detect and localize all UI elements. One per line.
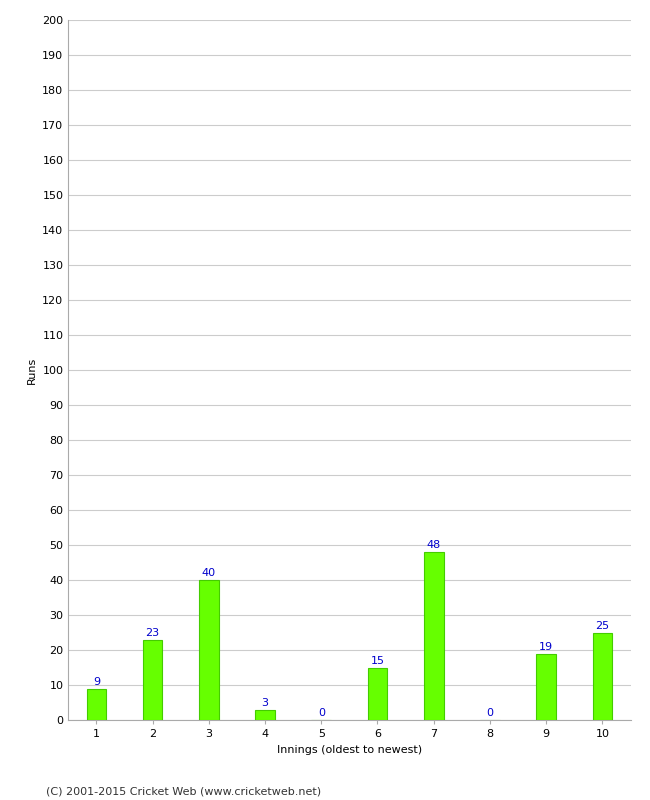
Text: 19: 19 [539, 642, 553, 652]
Bar [536, 654, 556, 720]
Text: 0: 0 [318, 708, 325, 718]
Text: 9: 9 [93, 677, 100, 686]
Bar [143, 639, 162, 720]
Text: 25: 25 [595, 621, 610, 630]
Bar [199, 580, 218, 720]
Y-axis label: Runs: Runs [27, 356, 36, 384]
Text: 23: 23 [146, 628, 160, 638]
Bar [593, 633, 612, 720]
Text: (C) 2001-2015 Cricket Web (www.cricketweb.net): (C) 2001-2015 Cricket Web (www.cricketwe… [46, 786, 320, 796]
Bar [368, 667, 387, 720]
Bar [86, 689, 106, 720]
Bar [255, 710, 275, 720]
Text: 40: 40 [202, 568, 216, 578]
X-axis label: Innings (oldest to newest): Innings (oldest to newest) [277, 745, 422, 754]
Text: 48: 48 [426, 540, 441, 550]
Text: 3: 3 [261, 698, 268, 708]
Bar [424, 552, 443, 720]
Text: 15: 15 [370, 656, 385, 666]
Text: 0: 0 [486, 708, 493, 718]
